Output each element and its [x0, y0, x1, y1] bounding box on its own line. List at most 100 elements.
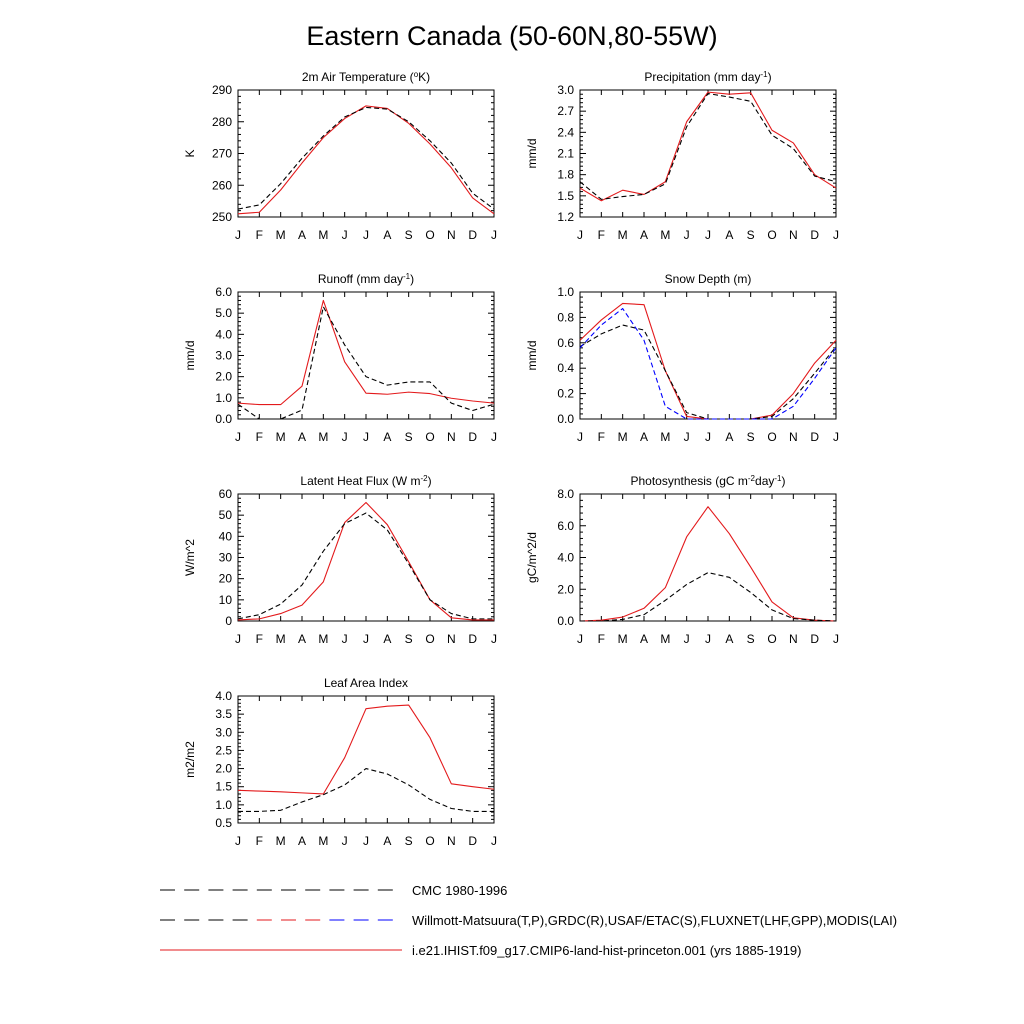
- legend-item: CMC 1980-1996: [160, 883, 507, 898]
- y-tick-label: 0.0: [557, 412, 574, 426]
- x-tick-label: M: [318, 228, 328, 242]
- x-tick-label: D: [468, 430, 477, 444]
- y-axis-label: gC/m^2/d: [525, 532, 539, 583]
- x-tick-label: D: [810, 632, 819, 646]
- x-tick-label: M: [276, 632, 286, 646]
- y-tick-label: 280: [212, 115, 232, 129]
- y-tick-label: 0: [225, 614, 232, 628]
- x-tick-label: A: [640, 430, 648, 444]
- x-tick-label: S: [405, 632, 413, 646]
- legend-item: Willmott-Matsuura(T,P),GRDC(R),USAF/ETAC…: [160, 913, 897, 928]
- y-tick-label: 0.0: [215, 412, 232, 426]
- y-axis-label: mm/d: [183, 341, 197, 371]
- y-tick-label: 3.0: [215, 725, 232, 739]
- series-line-black-dashed: [237, 106, 495, 210]
- y-tick-label: 4.0: [215, 327, 232, 341]
- series-line-red-solid: [237, 704, 495, 795]
- x-tick-label: O: [425, 228, 434, 242]
- x-tick-label: O: [767, 632, 776, 646]
- series-line-red-solid: [579, 506, 837, 622]
- panel-title: Photosynthesis (gC m-2day-1): [631, 474, 786, 489]
- x-tick-label: O: [425, 430, 434, 444]
- y-tick-label: 0.5: [215, 816, 232, 830]
- panel-title: Leaf Area Index: [324, 676, 408, 690]
- y-tick-label: 8.0: [557, 487, 574, 501]
- x-tick-label: M: [276, 834, 286, 848]
- y-tick-label: 3.0: [215, 349, 232, 363]
- y-tick-label: 3.0: [557, 83, 574, 97]
- x-tick-label: D: [810, 228, 819, 242]
- y-tick-label: 2.7: [557, 104, 574, 118]
- x-tick-label: S: [405, 834, 413, 848]
- x-tick-label: S: [747, 632, 755, 646]
- x-tick-label: M: [276, 228, 286, 242]
- x-tick-label: M: [618, 430, 628, 444]
- series-line-black-dashed: [580, 572, 837, 622]
- x-tick-label: F: [598, 430, 605, 444]
- y-tick-label: 6.0: [557, 519, 574, 533]
- x-tick-label: A: [298, 834, 306, 848]
- x-tick-label: N: [789, 632, 798, 646]
- panel-runoff-mm-day-1: Runoff (mm day-1)J F M A M J J A S O N D J0.01.02.03…: [183, 272, 497, 445]
- y-tick-label: 1.2: [557, 210, 574, 224]
- x-tick-label: J: [235, 632, 241, 646]
- x-tick-label: J: [363, 632, 369, 646]
- x-tick-label: J: [684, 632, 690, 646]
- y-tick-label: 50: [219, 508, 233, 522]
- x-tick-label: A: [725, 228, 733, 242]
- x-tick-label: D: [468, 228, 477, 242]
- y-tick-label: 0.0: [557, 614, 574, 628]
- x-tick-label: N: [447, 632, 456, 646]
- x-tick-label: M: [318, 834, 328, 848]
- x-tick-label: M: [318, 430, 328, 444]
- panel-title: 2m Air Temperature (oK): [302, 70, 430, 85]
- x-tick-label: A: [383, 632, 391, 646]
- x-tick-label: F: [598, 632, 605, 646]
- panel-2m-air-temperature-k: 2m Air Temperature (oK)J F M A M J J A S O N D J2502…: [183, 70, 497, 243]
- x-tick-label: J: [705, 228, 711, 242]
- x-tick-label: O: [425, 834, 434, 848]
- plot-frame: [579, 493, 837, 622]
- x-tick-label: M: [660, 228, 670, 242]
- panel-title: Latent Heat Flux (W m-2): [300, 474, 431, 489]
- x-tick-label: F: [256, 632, 263, 646]
- y-tick-label: 2.1: [557, 147, 574, 161]
- x-tick-label: J: [705, 430, 711, 444]
- y-tick-label: 260: [212, 178, 232, 192]
- x-tick-label: A: [725, 430, 733, 444]
- x-tick-label: O: [767, 228, 776, 242]
- x-tick-label: J: [684, 430, 690, 444]
- y-tick-label: 60: [219, 487, 233, 501]
- x-tick-label: J: [491, 430, 497, 444]
- y-tick-label: 6.0: [215, 285, 232, 299]
- y-tick-label: 250: [212, 210, 232, 224]
- x-tick-label: M: [660, 632, 670, 646]
- y-tick-label: 270: [212, 147, 232, 161]
- x-tick-label: A: [298, 632, 306, 646]
- x-tick-label: J: [342, 632, 348, 646]
- x-tick-label: M: [618, 228, 628, 242]
- x-tick-label: A: [640, 632, 648, 646]
- series-line-black-dashed: [579, 324, 837, 420]
- x-tick-label: M: [618, 632, 628, 646]
- x-tick-label: O: [425, 632, 434, 646]
- y-axis-label: mm/d: [525, 139, 539, 169]
- x-tick-label: M: [276, 430, 286, 444]
- x-tick-label: S: [405, 430, 413, 444]
- y-axis-label: W/m^2: [183, 539, 197, 576]
- y-tick-label: 0.4: [557, 361, 574, 375]
- plot-frame: [237, 291, 495, 420]
- x-tick-label: A: [383, 834, 391, 848]
- y-tick-label: 30: [219, 551, 233, 565]
- y-axis-label: K: [183, 149, 197, 157]
- series-line-black-dashed: [238, 768, 494, 812]
- x-tick-label: F: [256, 430, 263, 444]
- x-tick-label: J: [235, 430, 241, 444]
- x-tick-label: A: [725, 632, 733, 646]
- panel-snow-depth-m: Snow Depth (m)J F M A M J J A S O N D J0.00.20.40.60…: [525, 272, 839, 444]
- x-tick-label: S: [747, 228, 755, 242]
- y-tick-label: 20: [219, 572, 233, 586]
- y-tick-label: 1.5: [215, 780, 232, 794]
- x-tick-label: J: [491, 228, 497, 242]
- x-tick-label: A: [298, 430, 306, 444]
